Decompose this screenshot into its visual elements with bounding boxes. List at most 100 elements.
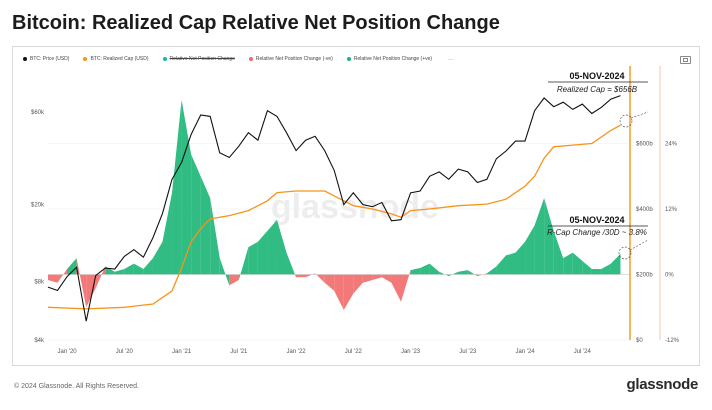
x-tick-0: Jan '20 xyxy=(57,349,77,355)
watermark-text: glassnode xyxy=(271,188,439,226)
area-segment-7 xyxy=(114,269,125,275)
realized-cap-line xyxy=(47,124,621,310)
area-segment-23 xyxy=(267,219,277,275)
legend-more-button[interactable]: ... xyxy=(448,55,454,62)
area-segment-1 xyxy=(57,269,68,283)
area-segment-22 xyxy=(257,230,268,275)
area-segment-21 xyxy=(248,241,258,275)
x-tick-9: Jul '24 xyxy=(574,349,592,355)
annotation-2-text: R-Cap Change /30D ~ 3.8% xyxy=(547,228,647,237)
area-segment-45 xyxy=(477,273,487,277)
legend-swatch-net-position xyxy=(162,56,167,61)
legend-swatch-net-position-pos xyxy=(346,56,351,61)
y-right-tick-3: -12% xyxy=(665,338,680,344)
y-right-tick-2: 0% xyxy=(665,273,674,279)
x-tick-6: Jan '23 xyxy=(401,349,421,355)
x-tick-7: Jul '23 xyxy=(459,349,477,355)
area-segment-18 xyxy=(219,258,230,286)
area-segment-38 xyxy=(410,267,421,275)
x-tick-2: Jan '21 xyxy=(172,349,192,355)
area-segment-48 xyxy=(505,252,516,275)
area-segment-31 xyxy=(343,274,354,310)
annotation-1-circle xyxy=(619,114,633,128)
btc-price-line xyxy=(47,95,621,322)
annotation-1-date: 05-NOV-2024 xyxy=(569,71,624,81)
area-segment-53 xyxy=(553,230,564,275)
legend-label-realized-cap: BTC: Realized Cap (USD) xyxy=(90,55,149,62)
glassnode-logo: glassnode xyxy=(626,376,699,393)
area-segment-6 xyxy=(105,266,115,275)
area-segment-47 xyxy=(496,255,506,275)
annotation-1-text: Realized Cap = $656B xyxy=(557,85,638,94)
legend-label-net-position-pos: Relative Net Position Change (+ve) xyxy=(353,55,433,62)
area-segment-2 xyxy=(67,258,77,275)
area-segment-52 xyxy=(544,198,554,275)
legend-item-price[interactable]: BTC: Price (USD) xyxy=(23,56,69,62)
annotation-1-leader xyxy=(630,111,649,119)
area-segment-15 xyxy=(191,154,201,275)
area-segment-20 xyxy=(238,247,249,280)
area-segment-54 xyxy=(563,252,573,275)
x-tick-1: Jul '20 xyxy=(116,349,134,355)
area-segment-16 xyxy=(200,176,211,275)
chart-legend: BTC: Price (USD) BTC: Realized Cap (USD)… xyxy=(23,55,454,62)
x-tick-4: Jan '22 xyxy=(286,349,306,355)
area-segment-8 xyxy=(124,263,134,275)
area-segment-26 xyxy=(296,274,306,278)
area-segment-17 xyxy=(210,198,220,275)
area-segment-32 xyxy=(353,274,363,294)
y-mid-tick-2: $200b xyxy=(636,273,653,279)
annotation-2-date: 05-NOV-2024 xyxy=(569,215,624,225)
area-segment-27 xyxy=(305,273,316,278)
area-segment-29 xyxy=(324,274,335,291)
y-right-tick-0: 24% xyxy=(665,142,678,148)
area-segment-4 xyxy=(86,274,96,308)
legend-swatch-price xyxy=(23,56,27,61)
legend-item-net-position[interactable]: Relative Net Position Change xyxy=(162,55,235,62)
area-segment-13 xyxy=(172,99,182,275)
x-tick-8: Jan '24 xyxy=(515,349,535,355)
y-right-tick-1: 12% xyxy=(665,207,678,213)
legend-label-net-position-neg: Relative Net Position Change (-ve) xyxy=(255,55,333,62)
legend-label-net-position: Relative Net Position Change xyxy=(169,55,235,62)
legend-label-price: BTC: Price (USD) xyxy=(30,55,70,62)
area-segment-11 xyxy=(152,241,163,275)
legend-item-net-position-pos[interactable]: Relative Net Position Change (+ve) xyxy=(346,55,433,62)
area-segment-37 xyxy=(401,270,411,302)
area-segment-55 xyxy=(572,252,583,275)
legend-item-net-position-neg[interactable]: Relative Net Position Change (-ve) xyxy=(248,55,333,62)
area-segment-33 xyxy=(362,274,373,283)
page-title: Bitcoin: Realized Cap Relative Net Posit… xyxy=(12,12,500,34)
area-segment-46 xyxy=(486,266,497,275)
area-segment-12 xyxy=(162,192,173,275)
y-left-tick-0: $60k xyxy=(31,110,45,116)
area-segment-49 xyxy=(515,241,526,275)
chart-menu-icon[interactable] xyxy=(680,56,691,64)
area-segment-41 xyxy=(439,271,449,277)
x-tick-3: Jul '21 xyxy=(230,349,248,355)
y-left-tick-2: $8k xyxy=(34,280,45,286)
annotation-2-circle xyxy=(618,246,632,260)
footer-copyright: © 2024 Glassnode. All Rights Reserved. xyxy=(14,383,140,390)
y-mid-tick-3: $0 xyxy=(636,338,643,344)
area-segment-40 xyxy=(429,263,440,275)
y-mid-tick-0: $600b xyxy=(636,142,653,148)
area-segment-3 xyxy=(76,258,87,308)
annotation-2-leader xyxy=(629,239,649,251)
y-left-tick-3: $4k xyxy=(34,338,45,344)
area-segment-24 xyxy=(276,219,287,275)
area-segment-36 xyxy=(391,274,402,302)
legend-item-realized-cap[interactable]: BTC: Realized Cap (USD) xyxy=(83,55,149,62)
area-segment-58 xyxy=(601,263,611,275)
legend-swatch-realized-cap xyxy=(83,56,88,61)
y-left-tick-1: $20k xyxy=(31,203,45,209)
area-segment-9 xyxy=(133,263,144,275)
y-mid-tick-1: $400b xyxy=(636,207,653,213)
area-segment-10 xyxy=(143,258,153,275)
area-segment-25 xyxy=(286,252,297,278)
area-segment-56 xyxy=(582,260,592,275)
area-segment-44 xyxy=(467,270,478,277)
area-segment-19 xyxy=(229,274,239,286)
